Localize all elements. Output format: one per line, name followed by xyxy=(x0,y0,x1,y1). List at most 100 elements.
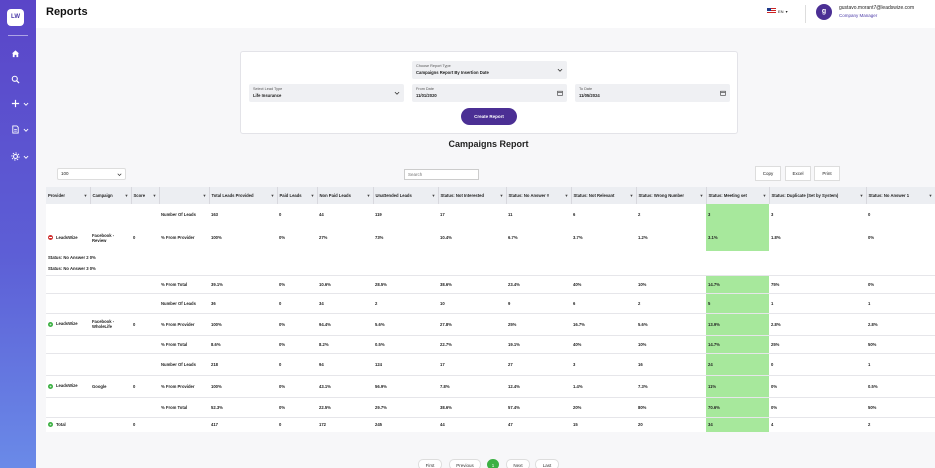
gear-icon[interactable] xyxy=(11,152,20,161)
create-report-button[interactable]: Create Report xyxy=(461,108,517,125)
table-cell: % From Total xyxy=(159,274,209,293)
column-header[interactable]: Paid Leads ▼ xyxy=(277,187,318,204)
sort-icon[interactable]: ▼ xyxy=(152,193,157,198)
expand-icon[interactable]: + xyxy=(48,383,53,389)
sort-icon[interactable]: ▼ xyxy=(124,193,129,198)
column-header[interactable]: Status: Duplicate (Set by System) ▼ xyxy=(769,187,867,204)
last-page-button[interactable]: Last xyxy=(535,459,559,468)
table-row: Status: No Answer 3 0% xyxy=(46,263,935,275)
home-icon[interactable] xyxy=(11,49,20,58)
column-header[interactable]: Campaign ▼ xyxy=(90,187,132,204)
table-row: Status: No Answer 2 0% xyxy=(46,251,935,263)
column-header[interactable]: Status: Not Relevant ▼ xyxy=(571,187,637,204)
column-header[interactable]: Provider ▼ xyxy=(46,187,91,204)
avatar[interactable]: g xyxy=(816,4,832,20)
lead-type-label: Select Lead Type xyxy=(253,87,283,91)
user-role: Company Manager xyxy=(839,13,878,18)
previous-page-button[interactable]: Previous xyxy=(449,459,481,468)
language-selector[interactable]: EN ▾ xyxy=(767,8,788,14)
next-page-button[interactable]: Next xyxy=(506,459,530,468)
search-icon[interactable] xyxy=(11,75,20,84)
column-header[interactable]: ▼ xyxy=(159,187,210,204)
table-cell: 50% xyxy=(866,396,935,417)
collapse-icon[interactable] xyxy=(48,235,53,241)
column-header[interactable]: Total Leads Provided ▼ xyxy=(209,187,278,204)
sort-icon[interactable]: ▼ xyxy=(762,193,767,198)
table-cell: % From Total xyxy=(159,334,209,353)
table-cell: 2 xyxy=(636,292,706,313)
sort-icon[interactable]: ▼ xyxy=(310,193,315,198)
app-logo[interactable]: LW xyxy=(7,9,24,26)
table-cell: 25% xyxy=(506,312,571,335)
column-header[interactable]: Status: No Answer # ▼ xyxy=(506,187,572,204)
print-button[interactable]: Print xyxy=(814,166,840,181)
table-cell: 1.8% xyxy=(771,235,781,240)
to-date-value: 11/05/2024 xyxy=(579,93,600,98)
column-header[interactable]: Non Paid Leads ▼ xyxy=(317,187,374,204)
table-cell: 2 xyxy=(638,211,641,217)
top-header: Reports EN ▾ g gustavo.morant7@leadswize… xyxy=(36,0,935,28)
sort-icon[interactable]: ▼ xyxy=(499,193,504,198)
table-cell: 43.1% xyxy=(317,374,373,397)
table-cell: 0 xyxy=(131,374,159,397)
expand-icon[interactable]: + xyxy=(48,321,53,327)
table-cell: 20 xyxy=(636,416,706,432)
column-header[interactable]: Status: Wrong Number ▼ xyxy=(636,187,707,204)
current-page-button[interactable]: 1 xyxy=(487,459,499,468)
header-divider xyxy=(805,5,806,23)
column-header-label: Campaign xyxy=(92,193,113,198)
table-cell xyxy=(46,292,159,313)
sort-icon[interactable]: ▼ xyxy=(928,193,933,198)
table-cell: 47 xyxy=(506,416,571,432)
table-cell: 22.7% xyxy=(438,334,506,353)
column-header[interactable]: Status: Meeting set ▼ xyxy=(706,187,770,204)
excel-button[interactable]: Excel xyxy=(785,166,811,181)
report-type-select[interactable]: Choose Report Type Campaigns Report By I… xyxy=(412,61,567,79)
column-header[interactable]: Unattended Leads ▼ xyxy=(373,187,439,204)
sort-icon[interactable]: ▼ xyxy=(699,193,704,198)
table-cell: 10.4% xyxy=(440,235,452,240)
copy-button[interactable]: Copy xyxy=(755,166,781,181)
table-row: + LeadsWize Google 0 % From Provider 100% 0%… xyxy=(46,374,935,397)
sort-icon[interactable]: ▼ xyxy=(202,193,207,198)
table-cell: 0 xyxy=(277,352,317,375)
sort-icon[interactable]: ▼ xyxy=(629,193,634,198)
table-cell: 0% xyxy=(277,374,317,397)
table-cell: 73% xyxy=(375,235,384,240)
table-cell: Number Of Leads xyxy=(159,352,209,375)
user-email[interactable]: gustavo.morant7@leadswize.com xyxy=(839,5,915,11)
first-page-button[interactable]: First xyxy=(418,459,442,468)
chevron-down-icon[interactable] xyxy=(23,101,29,107)
sort-icon[interactable]: ▼ xyxy=(270,193,275,198)
sort-icon[interactable]: ▼ xyxy=(83,193,88,198)
sort-icon[interactable]: ▼ xyxy=(431,193,436,198)
expand-icon[interactable]: + xyxy=(48,422,53,428)
table-cell: 0% xyxy=(277,312,317,335)
document-icon[interactable] xyxy=(11,125,20,134)
sort-icon[interactable]: ▼ xyxy=(564,193,569,198)
table-cell: 5.6% xyxy=(373,312,438,335)
page-size-select[interactable]: 100 xyxy=(57,168,126,180)
sort-icon[interactable]: ▼ xyxy=(859,193,864,198)
table-cell: 11 xyxy=(508,211,513,217)
calendar-icon[interactable] xyxy=(720,90,726,96)
to-date-field[interactable]: To Date 11/05/2024 xyxy=(575,84,730,102)
chevron-down-icon[interactable] xyxy=(23,154,29,160)
plus-icon[interactable] xyxy=(11,99,20,108)
sort-icon[interactable]: ▼ xyxy=(366,193,371,198)
table-cell: 24 xyxy=(706,352,769,375)
column-header[interactable]: Score ▼ xyxy=(131,187,160,204)
table-row: % From Total 52.3% 0% 22.5% 29.7% 38.6% 57.4%… xyxy=(46,396,935,417)
column-header-label: Status: No Answer # xyxy=(508,193,550,198)
table-cell: 14.7% xyxy=(706,334,769,353)
table-cell: 57.4% xyxy=(506,396,571,417)
search-input[interactable] xyxy=(404,169,479,180)
column-header[interactable]: Status: Not Interested ▼ xyxy=(438,187,507,204)
from-date-field[interactable]: From Date 11/01/2020 xyxy=(412,84,567,102)
table-cell: 0% xyxy=(277,274,317,293)
column-header[interactable]: Status: No Answer 1 ▼ xyxy=(866,187,935,204)
calendar-icon[interactable] xyxy=(557,90,563,96)
lead-type-select[interactable]: Select Lead Type Life Insurance xyxy=(249,84,404,102)
chevron-down-icon[interactable] xyxy=(23,127,29,133)
